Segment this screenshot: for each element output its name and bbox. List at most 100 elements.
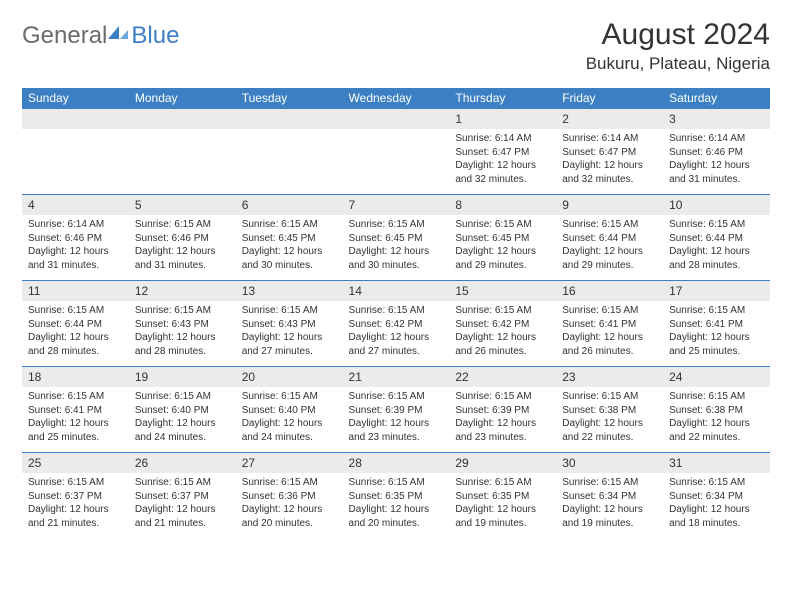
day-number-cell: 14	[343, 281, 450, 302]
sunrise-text: Sunrise: 6:14 AM	[28, 218, 123, 232]
sunset-text: Sunset: 6:46 PM	[135, 232, 230, 246]
sunset-text: Sunset: 6:46 PM	[28, 232, 123, 246]
sunset-text: Sunset: 6:35 PM	[349, 490, 444, 504]
sunset-text: Sunset: 6:44 PM	[28, 318, 123, 332]
day-number-cell: 10	[663, 195, 770, 216]
day-detail-cell: Sunrise: 6:14 AMSunset: 6:46 PMDaylight:…	[663, 129, 770, 195]
sunrise-text: Sunrise: 6:15 AM	[135, 218, 230, 232]
day-detail-cell: Sunrise: 6:15 AMSunset: 6:43 PMDaylight:…	[129, 301, 236, 367]
sunrise-text: Sunrise: 6:15 AM	[242, 218, 337, 232]
week-detail-row: Sunrise: 6:14 AMSunset: 6:46 PMDaylight:…	[22, 215, 770, 281]
day-detail-cell: Sunrise: 6:15 AMSunset: 6:44 PMDaylight:…	[556, 215, 663, 281]
sunrise-text: Sunrise: 6:15 AM	[669, 304, 764, 318]
daylight-text: Daylight: 12 hours and 24 minutes.	[135, 417, 230, 444]
day-number-cell: 25	[22, 453, 129, 474]
sunset-text: Sunset: 6:38 PM	[669, 404, 764, 418]
sunrise-text: Sunrise: 6:15 AM	[135, 476, 230, 490]
day-detail-cell: Sunrise: 6:15 AMSunset: 6:44 PMDaylight:…	[663, 215, 770, 281]
sunset-text: Sunset: 6:45 PM	[455, 232, 550, 246]
sunrise-text: Sunrise: 6:15 AM	[28, 390, 123, 404]
day-header: Tuesday	[236, 88, 343, 109]
sunrise-text: Sunrise: 6:15 AM	[28, 476, 123, 490]
sunrise-text: Sunrise: 6:15 AM	[135, 304, 230, 318]
daylight-text: Daylight: 12 hours and 21 minutes.	[135, 503, 230, 530]
day-number-cell: 19	[129, 367, 236, 388]
sunset-text: Sunset: 6:42 PM	[349, 318, 444, 332]
day-detail-cell: Sunrise: 6:15 AMSunset: 6:45 PMDaylight:…	[449, 215, 556, 281]
day-detail-cell: Sunrise: 6:15 AMSunset: 6:45 PMDaylight:…	[236, 215, 343, 281]
day-header: Saturday	[663, 88, 770, 109]
daylight-text: Daylight: 12 hours and 20 minutes.	[349, 503, 444, 530]
day-number-cell: 9	[556, 195, 663, 216]
day-detail-cell	[236, 129, 343, 195]
day-number-cell	[129, 109, 236, 130]
sunrise-text: Sunrise: 6:15 AM	[349, 476, 444, 490]
sunset-text: Sunset: 6:44 PM	[562, 232, 657, 246]
day-header: Wednesday	[343, 88, 450, 109]
day-number-cell: 26	[129, 453, 236, 474]
sunrise-text: Sunrise: 6:15 AM	[242, 390, 337, 404]
sunrise-text: Sunrise: 6:15 AM	[349, 218, 444, 232]
daylight-text: Daylight: 12 hours and 32 minutes.	[455, 159, 550, 186]
daylight-text: Daylight: 12 hours and 23 minutes.	[455, 417, 550, 444]
sunset-text: Sunset: 6:46 PM	[669, 146, 764, 160]
sunrise-text: Sunrise: 6:15 AM	[135, 390, 230, 404]
header-right: August 2024 Bukuru, Plateau, Nigeria	[586, 18, 770, 74]
month-title: August 2024	[586, 18, 770, 52]
sunrise-text: Sunrise: 6:15 AM	[455, 218, 550, 232]
day-detail-cell: Sunrise: 6:14 AMSunset: 6:46 PMDaylight:…	[22, 215, 129, 281]
day-detail-cell: Sunrise: 6:15 AMSunset: 6:38 PMDaylight:…	[556, 387, 663, 453]
sunset-text: Sunset: 6:45 PM	[242, 232, 337, 246]
logo: General Blue	[22, 22, 179, 50]
day-detail-cell: Sunrise: 6:15 AMSunset: 6:43 PMDaylight:…	[236, 301, 343, 367]
sunset-text: Sunset: 6:34 PM	[669, 490, 764, 504]
day-detail-cell: Sunrise: 6:15 AMSunset: 6:41 PMDaylight:…	[556, 301, 663, 367]
sunset-text: Sunset: 6:43 PM	[242, 318, 337, 332]
day-detail-cell: Sunrise: 6:15 AMSunset: 6:39 PMDaylight:…	[449, 387, 556, 453]
day-detail-cell	[22, 129, 129, 195]
day-number-cell: 7	[343, 195, 450, 216]
day-detail-cell: Sunrise: 6:15 AMSunset: 6:39 PMDaylight:…	[343, 387, 450, 453]
daylight-text: Daylight: 12 hours and 27 minutes.	[242, 331, 337, 358]
day-number-cell: 5	[129, 195, 236, 216]
day-detail-cell: Sunrise: 6:15 AMSunset: 6:41 PMDaylight:…	[663, 301, 770, 367]
day-number-cell	[22, 109, 129, 130]
calendar-table: Sunday Monday Tuesday Wednesday Thursday…	[22, 88, 770, 538]
day-detail-cell: Sunrise: 6:14 AMSunset: 6:47 PMDaylight:…	[449, 129, 556, 195]
day-detail-cell: Sunrise: 6:15 AMSunset: 6:44 PMDaylight:…	[22, 301, 129, 367]
sunrise-text: Sunrise: 6:15 AM	[669, 218, 764, 232]
week-number-row: 123	[22, 109, 770, 130]
daylight-text: Daylight: 12 hours and 19 minutes.	[455, 503, 550, 530]
day-detail-cell: Sunrise: 6:15 AMSunset: 6:42 PMDaylight:…	[343, 301, 450, 367]
sunset-text: Sunset: 6:40 PM	[242, 404, 337, 418]
day-detail-cell: Sunrise: 6:15 AMSunset: 6:35 PMDaylight:…	[449, 473, 556, 538]
daylight-text: Daylight: 12 hours and 28 minutes.	[28, 331, 123, 358]
logo-text-part2: Blue	[131, 22, 179, 50]
sunrise-text: Sunrise: 6:15 AM	[562, 390, 657, 404]
week-detail-row: Sunrise: 6:15 AMSunset: 6:41 PMDaylight:…	[22, 387, 770, 453]
week-detail-row: Sunrise: 6:14 AMSunset: 6:47 PMDaylight:…	[22, 129, 770, 195]
sunrise-text: Sunrise: 6:15 AM	[349, 390, 444, 404]
sunset-text: Sunset: 6:41 PM	[669, 318, 764, 332]
day-number-cell: 27	[236, 453, 343, 474]
day-number-cell: 8	[449, 195, 556, 216]
daylight-text: Daylight: 12 hours and 26 minutes.	[455, 331, 550, 358]
calendar-page: General Blue August 2024 Bukuru, Plateau…	[0, 0, 792, 548]
day-header: Monday	[129, 88, 236, 109]
day-detail-cell: Sunrise: 6:14 AMSunset: 6:47 PMDaylight:…	[556, 129, 663, 195]
sunset-text: Sunset: 6:34 PM	[562, 490, 657, 504]
day-number-cell: 17	[663, 281, 770, 302]
day-number-cell: 21	[343, 367, 450, 388]
sunset-text: Sunset: 6:47 PM	[562, 146, 657, 160]
day-number-cell: 12	[129, 281, 236, 302]
daylight-text: Daylight: 12 hours and 22 minutes.	[562, 417, 657, 444]
daylight-text: Daylight: 12 hours and 20 minutes.	[242, 503, 337, 530]
sunset-text: Sunset: 6:47 PM	[455, 146, 550, 160]
day-number-cell: 4	[22, 195, 129, 216]
day-detail-cell: Sunrise: 6:15 AMSunset: 6:42 PMDaylight:…	[449, 301, 556, 367]
sunrise-text: Sunrise: 6:15 AM	[349, 304, 444, 318]
day-detail-cell: Sunrise: 6:15 AMSunset: 6:40 PMDaylight:…	[236, 387, 343, 453]
day-number-cell: 2	[556, 109, 663, 130]
day-detail-cell: Sunrise: 6:15 AMSunset: 6:34 PMDaylight:…	[556, 473, 663, 538]
day-number-cell: 6	[236, 195, 343, 216]
